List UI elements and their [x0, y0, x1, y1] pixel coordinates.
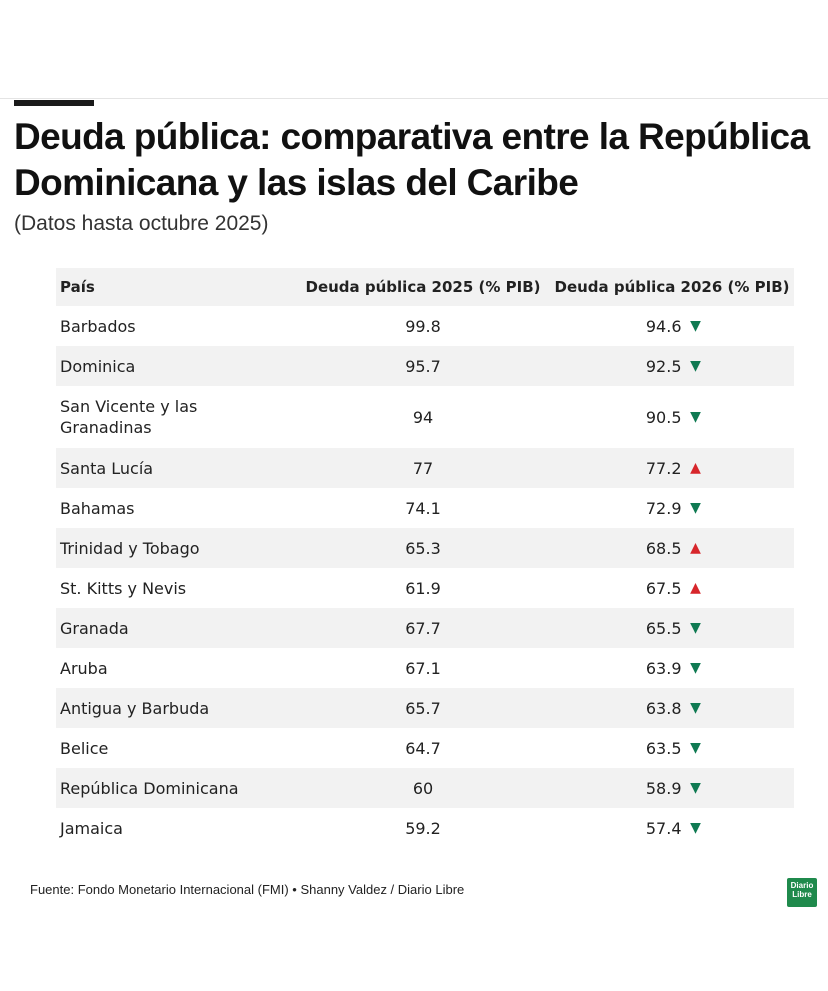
country-cell: St. Kitts y Nevis [60, 578, 187, 598]
debt-2025-cell: 65.7 [405, 698, 441, 718]
country-cell: San Vicente y las Granadinas [60, 397, 198, 437]
trend-down-icon: ▼ [690, 500, 701, 516]
logo-text-line-1: Diario [790, 881, 814, 890]
debt-2026-cell: 77.2 ▲ [550, 459, 794, 478]
column-header-debt-2026: Deuda pública 2026 (% PIB) [554, 278, 790, 296]
debt-2026-cell: 68.5 ▲ [550, 539, 794, 558]
country-cell: Belice [60, 738, 109, 758]
trend-up-icon: ▲ [690, 540, 701, 556]
debt-table: País Deuda pública 2025 (% PIB) Deuda pú… [56, 268, 794, 848]
debt-2026-cell: 57.4 ▼ [550, 819, 794, 838]
debt-2026-value: 72.9 [645, 498, 682, 518]
trend-down-icon: ▼ [690, 660, 701, 676]
debt-2025-cell: 65.3 [405, 538, 441, 558]
debt-2026-value: 68.5 [645, 538, 682, 558]
debt-2026-cell: 65.5 ▼ [550, 619, 794, 638]
table-header-row: País Deuda pública 2025 (% PIB) Deuda pú… [56, 268, 794, 306]
table-row: Belice 64.7 63.5 ▼ [56, 728, 794, 768]
debt-2025-cell: 67.7 [405, 618, 441, 638]
debt-2026-cell: 67.5 ▲ [550, 579, 794, 598]
trend-down-icon: ▼ [690, 318, 701, 334]
debt-2026-value: 90.5 [645, 407, 682, 427]
table-row: San Vicente y las Granadinas 94 90.5 ▼ [56, 386, 794, 448]
debt-2026-cell: 63.5 ▼ [550, 739, 794, 758]
trend-down-icon: ▼ [690, 820, 701, 836]
trend-down-icon: ▼ [690, 409, 701, 425]
debt-2025-cell: 60 [412, 778, 434, 798]
debt-2026-value: 92.5 [645, 356, 682, 376]
debt-2025-cell: 64.7 [405, 738, 441, 758]
debt-2026-value: 67.5 [645, 578, 682, 598]
debt-2026-value: 63.8 [645, 698, 682, 718]
country-cell: Barbados [60, 316, 136, 336]
table-row: Antigua y Barbuda 65.7 63.8 ▼ [56, 688, 794, 728]
country-cell: Trinidad y Tobago [60, 538, 200, 558]
debt-2026-value: 58.9 [645, 778, 682, 798]
debt-2026-cell: 72.9 ▼ [550, 499, 794, 518]
top-divider [0, 98, 828, 99]
trend-down-icon: ▼ [690, 740, 701, 756]
debt-2026-value: 63.9 [645, 658, 682, 678]
debt-2025-cell: 67.1 [405, 658, 441, 678]
debt-2025-cell: 77 [412, 458, 434, 478]
trend-down-icon: ▼ [690, 780, 701, 796]
country-cell: Antigua y Barbuda [60, 698, 210, 718]
diario-libre-logo: Diario Libre [787, 878, 817, 907]
column-header-debt-2025: Deuda pública 2025 (% PIB) [305, 278, 541, 296]
debt-2026-value: 57.4 [645, 818, 682, 838]
debt-2026-cell: 90.5 ▼ [550, 408, 794, 427]
country-cell: Santa Lucía [60, 458, 154, 478]
table-row: Granada 67.7 65.5 ▼ [56, 608, 794, 648]
debt-2026-cell: 58.9 ▼ [550, 779, 794, 798]
debt-2026-cell: 94.6 ▼ [550, 317, 794, 336]
debt-2026-value: 77.2 [645, 458, 682, 478]
trend-up-icon: ▲ [690, 580, 701, 596]
table-row: Trinidad y Tobago 65.3 68.5 ▲ [56, 528, 794, 568]
chart-title: Deuda pública: comparativa entre la Repú… [14, 116, 810, 203]
country-cell: Dominica [60, 356, 136, 376]
table-row: Jamaica 59.2 57.4 ▼ [56, 808, 794, 848]
debt-2025-cell: 59.2 [405, 818, 441, 838]
table-row: Aruba 67.1 63.9 ▼ [56, 648, 794, 688]
trend-down-icon: ▼ [690, 358, 701, 374]
debt-2025-cell: 95.7 [405, 356, 441, 376]
country-cell: Aruba [60, 658, 108, 678]
table-row: Bahamas 74.1 72.9 ▼ [56, 488, 794, 528]
debt-2025-cell: 94 [412, 407, 434, 427]
source-note: Fuente: Fondo Monetario Internacional (F… [30, 882, 465, 897]
chart-subtitle: (Datos hasta octubre 2025) [14, 212, 269, 235]
table-row: Santa Lucía 77 77.2 ▲ [56, 448, 794, 488]
trend-down-icon: ▼ [690, 700, 701, 716]
logo-text-line-2: Libre [792, 890, 812, 899]
debt-2026-cell: 63.9 ▼ [550, 659, 794, 678]
debt-2026-value: 63.5 [645, 738, 682, 758]
title-accent-bar [14, 100, 94, 106]
country-cell: Granada [60, 618, 129, 638]
country-cell: República Dominicana [60, 778, 239, 798]
table-row: Dominica 95.7 92.5 ▼ [56, 346, 794, 386]
debt-2025-cell: 61.9 [405, 578, 441, 598]
table-body: Barbados 99.8 94.6 ▼ Dominica 95.7 92.5 ▼ San Vi… [56, 306, 794, 848]
debt-2025-cell: 74.1 [405, 498, 441, 518]
debt-2026-cell: 63.8 ▼ [550, 699, 794, 718]
table-row: St. Kitts y Nevis 61.9 67.5 ▲ [56, 568, 794, 608]
debt-2026-value: 65.5 [645, 618, 682, 638]
column-header-country: País [60, 277, 95, 296]
trend-down-icon: ▼ [690, 620, 701, 636]
debt-2026-value: 94.6 [645, 316, 682, 336]
country-cell: Bahamas [60, 498, 135, 518]
debt-2025-cell: 99.8 [405, 316, 441, 336]
table-row: Barbados 99.8 94.6 ▼ [56, 306, 794, 346]
debt-2026-cell: 92.5 ▼ [550, 357, 794, 376]
table-row: República Dominicana 60 58.9 ▼ [56, 768, 794, 808]
trend-up-icon: ▲ [690, 460, 701, 476]
country-cell: Jamaica [60, 818, 123, 838]
